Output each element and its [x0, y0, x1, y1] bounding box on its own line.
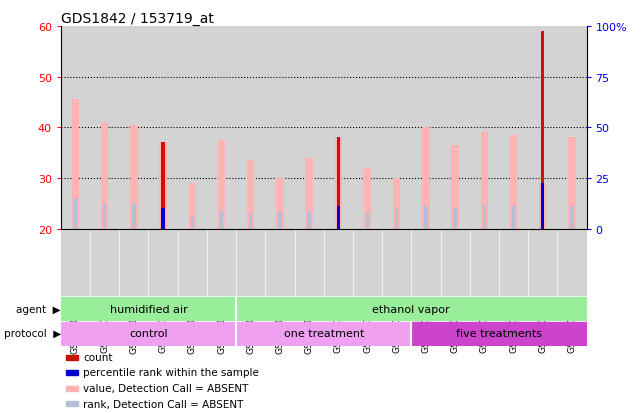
- Bar: [528, 229, 557, 297]
- Bar: [66, 401, 78, 406]
- Bar: [188, 184, 196, 229]
- Bar: [61, 27, 90, 229]
- Bar: [101, 123, 108, 229]
- Bar: [265, 229, 294, 297]
- Bar: [149, 27, 178, 229]
- Bar: [393, 178, 401, 229]
- Bar: [207, 229, 236, 297]
- Text: agent  ▶: agent ▶: [16, 304, 61, 314]
- Bar: [324, 27, 353, 229]
- Text: protocol  ▶: protocol ▶: [4, 329, 61, 339]
- Bar: [337, 206, 340, 229]
- Bar: [61, 297, 236, 321]
- Bar: [72, 100, 79, 229]
- Bar: [364, 169, 371, 229]
- Bar: [132, 204, 136, 229]
- Text: GDS1842 / 153719_at: GDS1842 / 153719_at: [61, 12, 213, 26]
- Text: control: control: [129, 329, 168, 339]
- Bar: [236, 27, 265, 229]
- Bar: [220, 211, 223, 229]
- Bar: [90, 229, 119, 297]
- Text: value, Detection Call = ABSENT: value, Detection Call = ABSENT: [83, 383, 248, 393]
- Bar: [218, 140, 225, 229]
- Bar: [119, 229, 149, 297]
- Bar: [440, 229, 470, 297]
- Bar: [265, 27, 294, 229]
- Text: ethanol vapor: ethanol vapor: [372, 304, 450, 314]
- Bar: [470, 229, 499, 297]
- Text: one treatment: one treatment: [283, 329, 364, 339]
- Bar: [569, 138, 576, 229]
- Bar: [162, 209, 165, 229]
- Bar: [541, 206, 544, 229]
- Bar: [119, 27, 149, 229]
- Bar: [353, 27, 382, 229]
- Bar: [236, 322, 412, 345]
- Bar: [412, 322, 587, 345]
- Bar: [395, 209, 399, 229]
- Text: rank, Detection Call = ABSENT: rank, Detection Call = ABSENT: [83, 399, 244, 409]
- Bar: [541, 32, 544, 229]
- Bar: [74, 199, 78, 229]
- Bar: [412, 27, 440, 229]
- Bar: [335, 138, 342, 229]
- Bar: [422, 128, 429, 229]
- Bar: [382, 229, 412, 297]
- Bar: [103, 204, 106, 229]
- Bar: [440, 27, 470, 229]
- Bar: [236, 297, 587, 321]
- Bar: [249, 214, 253, 229]
- Text: percentile rank within the sample: percentile rank within the sample: [83, 368, 259, 377]
- Bar: [366, 214, 369, 229]
- Bar: [66, 370, 78, 375]
- Bar: [528, 27, 557, 229]
- Bar: [66, 355, 78, 360]
- Bar: [337, 138, 340, 229]
- Bar: [499, 229, 528, 297]
- Bar: [247, 161, 254, 229]
- Bar: [353, 229, 382, 297]
- Bar: [412, 229, 440, 297]
- Bar: [424, 206, 428, 229]
- Bar: [512, 206, 515, 229]
- Bar: [557, 229, 587, 297]
- Bar: [190, 216, 194, 229]
- Bar: [162, 209, 165, 229]
- Bar: [510, 135, 517, 229]
- Bar: [130, 126, 138, 229]
- Text: count: count: [83, 352, 112, 362]
- Bar: [453, 209, 457, 229]
- Bar: [307, 211, 311, 229]
- Bar: [207, 27, 236, 229]
- Bar: [278, 211, 281, 229]
- Bar: [382, 27, 412, 229]
- Bar: [162, 143, 165, 229]
- Bar: [149, 229, 178, 297]
- Bar: [178, 27, 207, 229]
- Bar: [61, 322, 236, 345]
- Bar: [160, 143, 167, 229]
- Bar: [306, 158, 313, 229]
- Bar: [499, 27, 528, 229]
- Bar: [324, 229, 353, 297]
- Bar: [541, 184, 544, 229]
- Bar: [178, 229, 207, 297]
- Bar: [294, 27, 324, 229]
- Bar: [557, 27, 587, 229]
- Bar: [61, 229, 90, 297]
- Bar: [539, 184, 546, 229]
- Text: humidified air: humidified air: [110, 304, 187, 314]
- Bar: [570, 206, 574, 229]
- Bar: [337, 206, 340, 229]
- Bar: [90, 27, 119, 229]
- Text: five treatments: five treatments: [456, 329, 542, 339]
- Bar: [294, 229, 324, 297]
- Bar: [470, 27, 499, 229]
- Bar: [451, 146, 459, 229]
- Bar: [66, 386, 78, 391]
- Bar: [236, 229, 265, 297]
- Bar: [276, 178, 283, 229]
- Bar: [483, 206, 486, 229]
- Bar: [481, 133, 488, 229]
